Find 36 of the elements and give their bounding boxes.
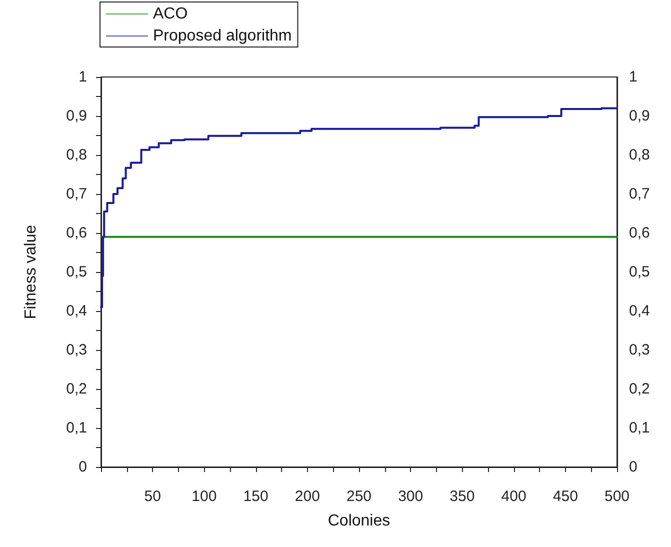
x-tick-label: 350 [450, 488, 475, 505]
y-tick-label: 0,7 [66, 186, 87, 202]
y2-tick-label: 0,5 [629, 264, 650, 280]
x-tick-label: 50 [144, 488, 161, 505]
x-axis-title: Colonies [328, 512, 390, 530]
x-tick-label: 300 [398, 488, 424, 505]
legend-label: Proposed algorithm [153, 28, 292, 44]
y2-tick-label: 0,2 [629, 380, 650, 398]
y-tick-label: 0,3 [66, 342, 87, 358]
x-tick-label: 150 [243, 488, 268, 505]
x-tick-label: 250 [346, 488, 372, 505]
y-tick-label: 0,9 [66, 108, 87, 124]
y2-tick-label: 0,3 [629, 342, 650, 358]
y-tick-label: 0,1 [66, 420, 87, 436]
y-axis-title: Fitness value [22, 224, 40, 320]
legend-label: ACO [153, 6, 188, 22]
x-tick-label: 400 [501, 488, 526, 505]
y2-tick-label: 0,1 [629, 420, 650, 436]
y-tick-label: 0,4 [66, 302, 87, 320]
x-tick-label: 200 [294, 488, 320, 505]
y-tick-label: 0 [78, 458, 87, 476]
y2-tick-label: 0,6 [629, 224, 650, 242]
y2-tick-label: 0,4 [629, 302, 650, 320]
y2-tick-label: 1 [629, 68, 638, 86]
x-tick-label: 450 [552, 488, 578, 505]
y-tick-label: 0,6 [66, 224, 87, 242]
x-tick-label: 100 [192, 488, 217, 505]
y-tick-label: 0,8 [66, 146, 87, 164]
x-tick-label: 500 [604, 488, 630, 505]
y-tick-label: 0,5 [66, 264, 87, 280]
y2-tick-label: 0 [629, 458, 638, 476]
y2-tick-label: 0,8 [629, 146, 650, 164]
y2-tick-label: 0,9 [629, 108, 650, 124]
y2-tick-label: 0,7 [629, 186, 650, 202]
y-tick-label: 1 [78, 68, 87, 86]
y-tick-label: 0,2 [66, 380, 87, 398]
